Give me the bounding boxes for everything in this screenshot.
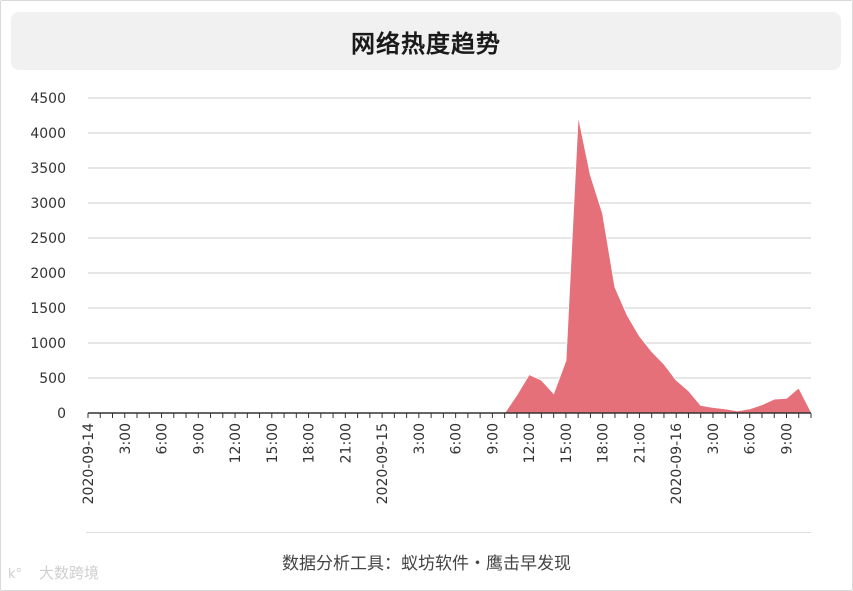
x-tick-label: 15:00 <box>559 423 575 463</box>
x-tick-label: 6:00 <box>449 423 465 454</box>
x-tick-label: 3:00 <box>118 423 134 454</box>
x-tick-label: 18:00 <box>596 423 612 463</box>
footer-divider <box>86 532 811 533</box>
x-tick-label: 21:00 <box>338 423 354 463</box>
x-tick-label: 12:00 <box>522 423 538 463</box>
x-tick-labels: 2020-09-14 3:00 6:00 9:00 12:00 15:00 18:00 21:… <box>81 423 795 504</box>
y-tick-label: 4000 <box>30 126 66 142</box>
y-tick-label: 3000 <box>30 196 66 212</box>
area-fill <box>88 115 812 414</box>
x-tick-label: 2020-09-16 <box>669 423 685 504</box>
watermark: k° 大数跨境 <box>8 562 99 583</box>
x-tick-label: 6:00 <box>743 423 759 454</box>
x-axis <box>87 412 812 418</box>
x-tick-label: 9:00 <box>191 423 207 454</box>
y-tick-label: 4500 <box>30 91 66 107</box>
x-tick-label: 3:00 <box>412 423 428 454</box>
y-tick-label: 1000 <box>30 336 66 352</box>
x-tick-label: 9:00 <box>485 423 501 454</box>
series-area <box>87 115 812 414</box>
x-tick-label: 6:00 <box>155 423 171 454</box>
y-tick-label: 1500 <box>30 301 66 317</box>
x-tick-label: 9:00 <box>779 423 795 454</box>
y-tick-label: 0 <box>57 406 66 422</box>
area-chart: 0 500 1000 1500 2000 2500 3000 3500 4000 4500 202… <box>30 91 812 504</box>
y-axis: 0 500 1000 1500 2000 2500 3000 3500 4000 4500 <box>30 91 66 422</box>
x-tick-label: 18:00 <box>302 423 318 463</box>
x-tick-label: 2020-09-14 <box>81 423 97 504</box>
title-bar: 网络热度趋势 <box>11 12 841 70</box>
x-tick-label: 12:00 <box>228 423 244 463</box>
svg-text:k°: k° <box>8 567 22 582</box>
x-tick-label: 3:00 <box>706 423 722 454</box>
watermark-text: 大数跨境 <box>39 564 100 582</box>
chart-title: 网络热度趋势 <box>351 29 501 58</box>
y-tick-label: 3500 <box>30 161 66 177</box>
x-tick-label: 15:00 <box>265 423 281 463</box>
y-tick-label: 2500 <box>30 231 66 247</box>
source-caption: 数据分析工具：蚁坊软件・鹰击早发现 <box>282 554 571 574</box>
y-tick-label: 2000 <box>30 266 66 282</box>
watermark-logo-icon: k° <box>8 567 22 582</box>
x-tick-label: 2020-09-15 <box>375 423 391 504</box>
grid-lines <box>88 97 811 379</box>
x-tick-label: 21:00 <box>632 423 648 463</box>
y-tick-label: 500 <box>39 371 66 387</box>
